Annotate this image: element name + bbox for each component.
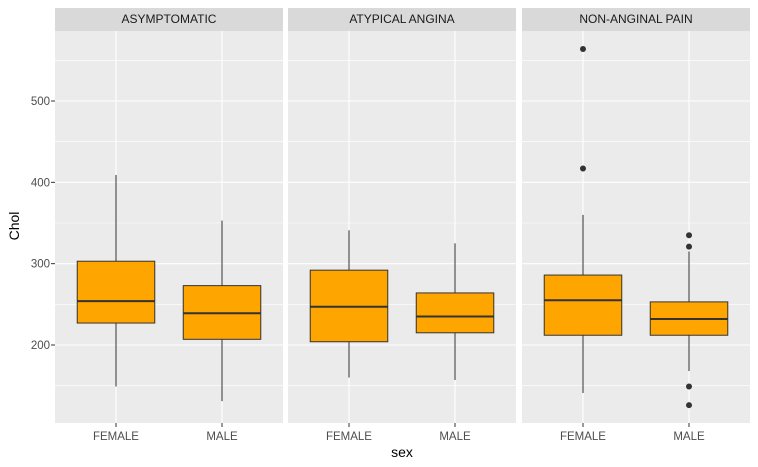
boxplot-female [309, 230, 389, 378]
facet-strip-label: NON-ANGINAL PAIN [579, 12, 692, 26]
facet-panel: ASYMPTOMATIC FEMALE MALE [55, 8, 283, 443]
boxplot-male [649, 232, 729, 409]
iqr-box [543, 274, 623, 336]
outlier-point [579, 165, 586, 172]
y-axis-title: Chol [6, 212, 22, 241]
x-tick-label: MALE [439, 431, 471, 443]
y-tick-label: 500 [31, 96, 50, 108]
facet-strip-label: ATYPICAL ANGINA [349, 12, 454, 26]
y-tick-label: 400 [31, 177, 50, 189]
boxplot-male [415, 243, 495, 380]
iqr-box [415, 292, 495, 334]
facet-panel: NON-ANGINAL PAIN FEMALE MALE [522, 8, 750, 443]
outlier-point [686, 232, 693, 239]
facet-strip-label: ASYMPTOMATIC [122, 12, 217, 26]
x-tick-label: MALE [206, 431, 238, 443]
x-axis-title: sex [391, 444, 413, 460]
iqr-box [76, 260, 156, 324]
boxplot-female [76, 175, 156, 387]
facet-strip [55, 8, 283, 31]
x-tick-label: FEMALE [93, 431, 139, 443]
x-tick-label: MALE [673, 431, 705, 443]
y-tick-label: 300 [31, 259, 50, 271]
y-tick-label: 200 [31, 340, 50, 352]
outlier-point [686, 402, 693, 409]
facet-panel: ATYPICAL ANGINA FEMALE MALE [288, 8, 516, 443]
facet-strip [522, 8, 750, 31]
outlier-point [579, 45, 586, 52]
panel-background [55, 31, 283, 423]
outlier-point [686, 383, 693, 390]
x-tick-label: FEMALE [326, 431, 372, 443]
panel-background [288, 31, 516, 423]
x-tick-label: FEMALE [560, 431, 606, 443]
boxplot-female [543, 45, 623, 393]
outlier-point [686, 243, 693, 250]
facet-strip [288, 8, 516, 31]
boxplot-male [182, 220, 262, 402]
panel-background [522, 31, 750, 423]
